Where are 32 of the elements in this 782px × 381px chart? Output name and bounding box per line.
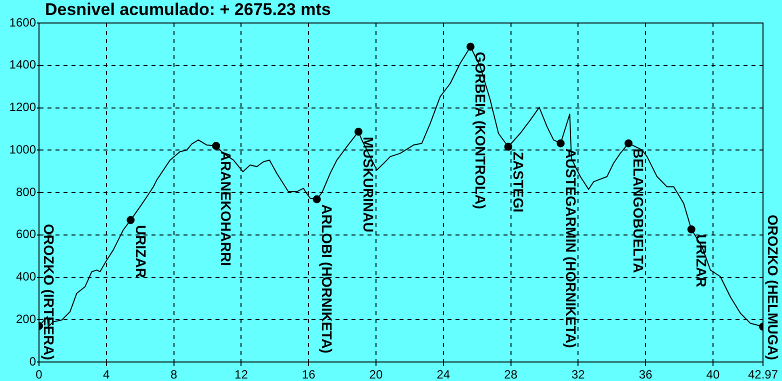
annotation: ZASTEGI [510, 152, 526, 212]
y-tick-label: 0 [29, 354, 36, 368]
x-tick-label: 40 [706, 368, 720, 381]
annotation: ARLOBI (HORNIKETA) [318, 204, 335, 354]
y-tick-label: 600 [16, 227, 36, 242]
annotation: AUSTEGARMIN (HORNIKETA) [562, 148, 579, 348]
x-tick-label: 12 [234, 368, 248, 381]
annotation: OROZKO (HELMUGA) [765, 214, 782, 360]
annotation: OROZKO (IRTEERA) [41, 224, 58, 360]
y-tick-label: 1200 [9, 100, 36, 114]
x-tick-label: 20 [369, 368, 383, 381]
y-tick-label: 400 [16, 270, 36, 284]
annotation: BELANGOBUELTA [630, 148, 647, 274]
annotation: ARANEKOHARRI [218, 150, 234, 266]
annotation: URIZAR [694, 234, 710, 288]
x-tick-label: 24 [436, 368, 450, 381]
x-tick-label: 36 [638, 368, 653, 381]
x-tick-label: 32 [571, 368, 586, 381]
x-tick-label: 28 [504, 368, 518, 381]
x-tick-label: 4 [103, 368, 110, 381]
annotation: MUSKURINAU [360, 136, 377, 232]
y-tick-label: 200 [16, 312, 36, 326]
x-tick-label: 8 [170, 368, 178, 381]
x-tick-label: 16 [302, 368, 316, 381]
chart-title: Desnivel acumulado: + 2675.23 mts [45, 0, 331, 20]
y-tick-label: 1400 [9, 58, 36, 72]
y-tick-label: 800 [16, 184, 36, 199]
y-tick-label: 1000 [9, 142, 36, 156]
annotation: GORBEIA (KONTROLA) [472, 52, 489, 210]
annotation: URIZAR [132, 225, 149, 278]
x-tick-label: 42.97 [748, 368, 778, 381]
y-tick-label: 1600 [9, 15, 36, 30]
